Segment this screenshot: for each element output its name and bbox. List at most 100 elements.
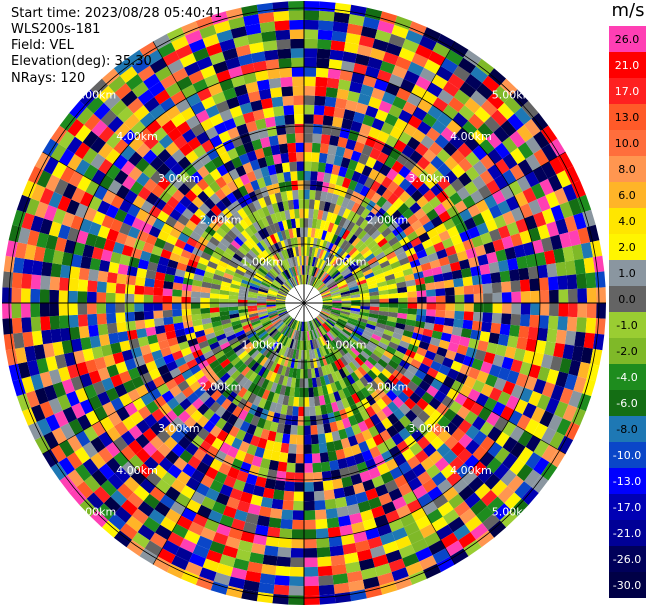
gate-cell — [374, 272, 385, 280]
gate-cell — [480, 208, 494, 223]
gate-cell — [298, 331, 301, 341]
start-time: Start time: 2023/08/28 05:40:41 — [11, 6, 223, 21]
gate-cell — [253, 324, 264, 332]
gate-cell — [327, 266, 336, 275]
gate-cell — [504, 246, 517, 260]
gate-cell — [403, 225, 415, 237]
gate-cell — [510, 89, 529, 108]
gate-cell — [317, 29, 333, 41]
gate-cell — [349, 512, 363, 525]
gate-cell — [281, 285, 290, 292]
gate-cell — [534, 339, 547, 354]
gate-cell — [505, 195, 520, 211]
gate-cell — [516, 337, 528, 351]
gate-cell — [468, 476, 485, 493]
gate-cell — [304, 123, 314, 134]
gate-cell — [492, 238, 505, 252]
gate-cell — [458, 105, 475, 121]
gate-cell — [486, 132, 502, 149]
gate-cell — [311, 218, 318, 229]
gate-cell — [394, 474, 408, 488]
gate-cell — [281, 162, 291, 173]
gate-cell — [257, 293, 268, 298]
gate-cell — [317, 209, 324, 220]
azimuth-spoke — [42, 151, 305, 304]
gate-cell — [33, 344, 46, 360]
gate-cell — [396, 251, 408, 261]
gate-cell — [325, 252, 333, 263]
gate-cell — [272, 318, 282, 326]
gate-cell — [424, 245, 437, 256]
gate-cell — [531, 475, 549, 494]
gate-cell — [191, 397, 204, 410]
gate-cell — [344, 168, 355, 180]
gate-cell — [108, 75, 126, 93]
gate-cell — [186, 236, 198, 248]
gate-cell — [347, 503, 361, 516]
gate-cell — [358, 558, 375, 571]
gate-cell — [510, 233, 523, 247]
gate-cell — [280, 313, 289, 320]
gate-cell — [463, 217, 477, 231]
gate-cell — [309, 339, 314, 350]
gate-cell — [242, 162, 254, 174]
gate-cell — [151, 245, 163, 257]
gate-cell — [182, 463, 197, 478]
gate-cell — [11, 317, 23, 334]
gate-cell — [132, 195, 146, 209]
gate-cell — [292, 349, 297, 359]
gate-cell — [45, 174, 61, 192]
gate-cell — [175, 546, 193, 562]
gate-cell — [201, 139, 215, 153]
gate-cell — [306, 321, 309, 332]
gate-cell — [316, 171, 325, 182]
gate-cell — [351, 72, 366, 85]
gate-cell — [301, 246, 304, 256]
gate-cell — [445, 245, 457, 257]
gate-cell — [124, 189, 138, 204]
gate-cell — [172, 189, 185, 202]
gate-cell — [324, 498, 337, 510]
gate-cell — [270, 144, 281, 156]
gate-cell — [227, 126, 240, 140]
gate-cell — [143, 294, 154, 303]
gate-cell — [421, 202, 434, 215]
gate-cell — [329, 313, 340, 319]
gate-cell — [315, 338, 321, 348]
gate-cell — [327, 222, 335, 233]
gate-cell — [422, 373, 435, 386]
gate-cell — [375, 251, 386, 261]
gate-cell — [559, 201, 574, 219]
gate-cell — [333, 107, 346, 119]
gate-cell — [398, 427, 411, 441]
gate-cell — [529, 314, 540, 328]
gate-cell — [331, 307, 342, 311]
gate-cell — [90, 452, 106, 470]
gate-cell — [442, 325, 454, 335]
gate-cell — [479, 263, 491, 275]
gate-cell — [265, 59, 280, 70]
colorbar-swatch — [609, 338, 646, 365]
gate-cell — [479, 421, 494, 437]
gate-cell — [57, 195, 72, 212]
gate-cell — [280, 325, 288, 334]
gate-cell — [145, 233, 158, 246]
gate-cell — [256, 354, 266, 365]
gate-cell — [77, 175, 92, 192]
gate-cell — [509, 425, 525, 442]
azimuth-spoke — [152, 302, 305, 565]
gate-cell — [190, 183, 203, 197]
gate-cell — [257, 397, 267, 409]
gate-cell — [315, 268, 322, 278]
gate-cell — [148, 509, 166, 525]
gate-cell — [357, 173, 369, 186]
gate-cell — [270, 213, 278, 224]
gate-cell — [120, 499, 138, 516]
gate-cell — [2, 318, 14, 335]
gate-cell — [376, 409, 388, 422]
gate-cell — [489, 387, 503, 402]
gate-cell — [222, 454, 235, 467]
gate-cell — [459, 384, 473, 398]
gate-cell — [402, 268, 414, 277]
gate-cell — [339, 314, 349, 320]
